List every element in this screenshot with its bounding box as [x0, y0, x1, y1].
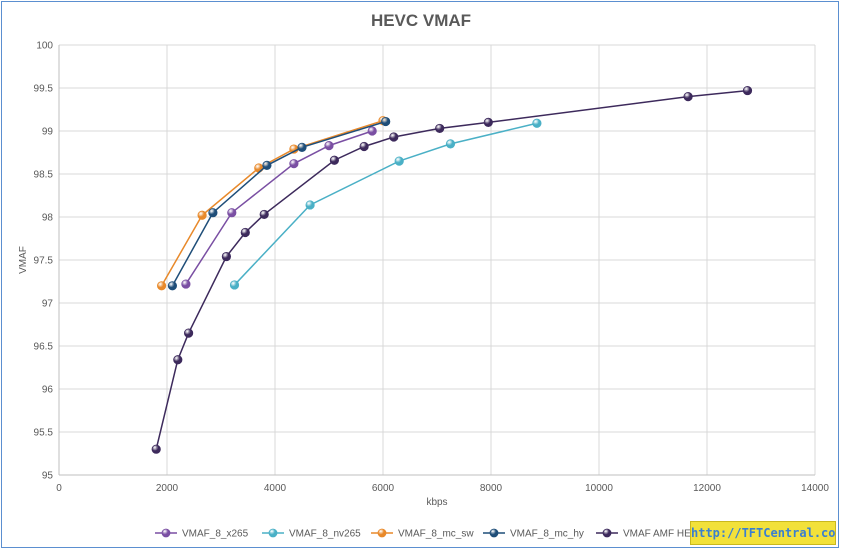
series-line — [160, 119, 384, 287]
series-vmaf-8-mc-hy — [167, 116, 391, 291]
data-point — [221, 251, 231, 262]
data-point — [254, 163, 264, 173]
legend-marker — [489, 528, 499, 538]
y-tick-label: 96 — [42, 385, 54, 396]
y-axis-label: VMAF — [18, 246, 29, 274]
data-point — [394, 156, 404, 166]
x-tick-label: 12000 — [693, 483, 721, 494]
data-point — [367, 126, 377, 136]
data-point — [208, 208, 218, 218]
legend-label: VMAF_8_x265 — [182, 529, 249, 540]
series-vmaf-amf-hevc — [151, 85, 753, 454]
x-tick-label: 6000 — [372, 483, 395, 494]
data-point — [389, 132, 399, 142]
series-line — [185, 130, 373, 285]
legend-item: VMAF_8_mc_hy — [483, 529, 584, 540]
legend-marker — [161, 528, 171, 538]
watermark: http://TFTCentral.co.uk — [690, 521, 836, 545]
data-point — [259, 209, 269, 220]
series-vmaf-8-nv265 — [229, 118, 542, 290]
x-tick-label: 2000 — [156, 483, 179, 494]
legend: VMAF_8_x265 VMAF_8_nv265 VMAF_8_mc_sw VMAF_… — [155, 529, 705, 540]
x-tick-label: 10000 — [585, 483, 613, 494]
data-point — [167, 281, 177, 291]
data-point — [532, 118, 542, 128]
series-layer — [151, 85, 753, 454]
data-point — [227, 208, 237, 218]
data-point — [445, 139, 456, 149]
legend-label: VMAF AMF HEVC — [623, 529, 705, 540]
data-point — [329, 155, 339, 165]
data-point — [229, 280, 240, 290]
legend-label: VMAF_8_mc_hy — [510, 529, 584, 540]
legend-marker — [602, 528, 612, 538]
x-tick-label: 4000 — [264, 483, 287, 494]
series-vmaf-8-mc-sw — [157, 116, 388, 291]
data-point — [181, 279, 191, 289]
y-tick-label: 95.5 — [34, 428, 54, 439]
y-tick-label: 100 — [36, 41, 53, 52]
x-tick-label: 0 — [56, 483, 62, 494]
data-point — [151, 444, 161, 454]
legend-marker — [377, 528, 387, 538]
data-point — [184, 328, 194, 338]
series-line — [233, 122, 538, 286]
legend-item: VMAF_8_nv265 — [262, 529, 361, 540]
data-point — [297, 142, 307, 152]
data-point — [305, 200, 315, 210]
data-point — [197, 210, 207, 220]
data-point — [157, 281, 167, 291]
data-point — [683, 92, 693, 102]
data-point — [289, 159, 299, 169]
y-tick-label: 95 — [42, 471, 54, 482]
data-point — [240, 227, 250, 238]
axes: 95 95.5 96 96.5 97 97.5 98 98.5 99 99.5 100 0 2000 40… — [34, 41, 830, 495]
legend-label: VMAF_8_nv265 — [289, 529, 361, 540]
data-point — [173, 355, 183, 365]
legend-marker — [268, 528, 278, 538]
data-point — [483, 117, 493, 128]
x-tick-label: 14000 — [801, 483, 829, 494]
legend-item: VMAF_8_mc_sw — [371, 529, 474, 540]
legend-label: VMAF_8_mc_sw — [398, 529, 474, 540]
series-vmaf-8-x265 — [181, 126, 377, 289]
x-tick-label: 8000 — [480, 483, 503, 494]
gridlines — [58, 44, 816, 476]
data-point — [435, 123, 445, 134]
data-point — [262, 160, 272, 170]
y-tick-label: 98.5 — [34, 170, 54, 181]
y-tick-label: 99 — [42, 127, 54, 138]
y-tick-label: 97 — [42, 299, 54, 310]
y-tick-label: 98 — [42, 213, 54, 224]
chart-title: HEVC VMAF — [371, 11, 471, 30]
x-axis-label: kbps — [426, 497, 447, 508]
y-tick-label: 97.5 — [34, 256, 54, 267]
data-point — [742, 85, 753, 96]
y-tick-label: 96.5 — [34, 342, 54, 353]
data-point — [381, 116, 391, 127]
legend-item: VMAF AMF HEVC — [596, 529, 705, 540]
legend-item: VMAF_8_x265 — [155, 529, 249, 540]
data-point — [359, 141, 369, 152]
data-point — [324, 141, 334, 151]
y-tick-label: 99.5 — [34, 84, 54, 95]
